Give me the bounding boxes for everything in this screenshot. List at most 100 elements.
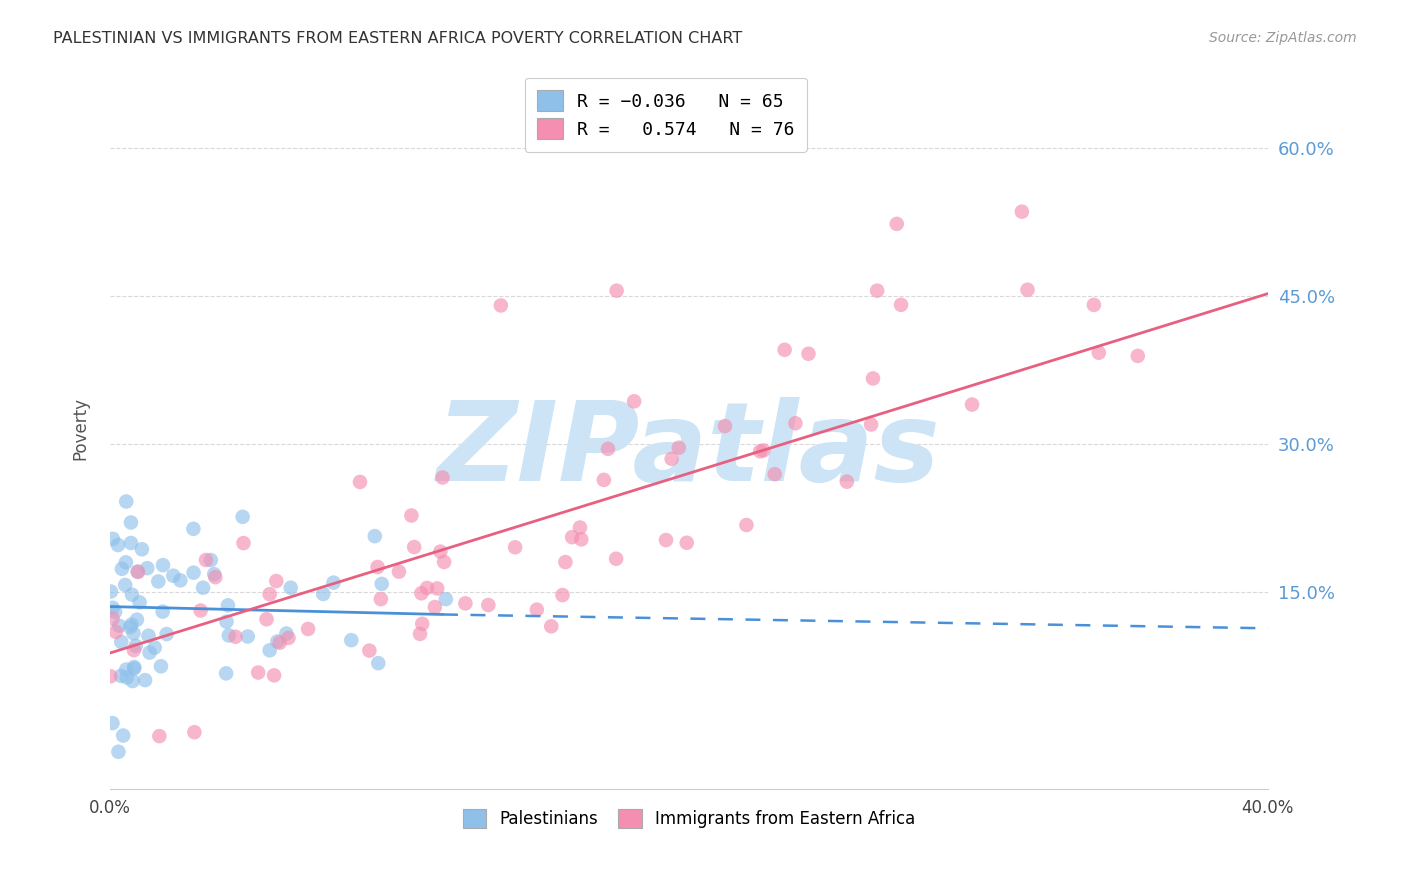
Point — [204, 570, 226, 584]
Point — [115, 494, 138, 508]
Point — [605, 551, 627, 566]
Point — [860, 417, 883, 432]
Point — [426, 582, 449, 596]
Point — [128, 595, 150, 609]
Point — [960, 398, 983, 412]
Point — [312, 587, 335, 601]
Point — [148, 729, 170, 743]
Point — [104, 605, 127, 619]
Point — [127, 565, 149, 579]
Point — [409, 627, 432, 641]
Point — [224, 630, 246, 644]
Point — [561, 530, 583, 544]
Point — [1083, 298, 1105, 312]
Point — [763, 467, 786, 482]
Point — [404, 540, 426, 554]
Point — [152, 558, 174, 573]
Point — [217, 599, 239, 613]
Point — [266, 634, 288, 648]
Point — [367, 560, 389, 574]
Point — [120, 536, 142, 550]
Point — [120, 617, 142, 632]
Point — [259, 587, 281, 601]
Point — [108, 619, 131, 633]
Point — [256, 612, 278, 626]
Point — [714, 419, 737, 434]
Point — [122, 661, 145, 675]
Point — [120, 620, 142, 634]
Point — [280, 581, 302, 595]
Point — [1011, 204, 1033, 219]
Point — [359, 643, 381, 657]
Point — [526, 602, 548, 616]
Point — [568, 520, 591, 534]
Point — [202, 567, 225, 582]
Text: ZIPatlas: ZIPatlas — [437, 397, 941, 504]
Point — [401, 508, 423, 523]
Point — [107, 538, 129, 552]
Point — [183, 522, 205, 536]
Point — [101, 716, 124, 731]
Point — [749, 444, 772, 458]
Point — [215, 615, 238, 629]
Point — [264, 574, 287, 588]
Point — [297, 622, 319, 636]
Point — [835, 475, 858, 489]
Point — [156, 627, 179, 641]
Point — [115, 663, 138, 677]
Point — [477, 598, 499, 612]
Point — [247, 665, 270, 680]
Point — [101, 612, 124, 626]
Point — [127, 565, 149, 579]
Point — [138, 646, 160, 660]
Point — [886, 217, 908, 231]
Point — [554, 555, 576, 569]
Point — [411, 586, 433, 600]
Point — [866, 284, 889, 298]
Point — [276, 626, 298, 640]
Point — [1126, 349, 1149, 363]
Point — [433, 555, 456, 569]
Text: PALESTINIAN VS IMMIGRANTS FROM EASTERN AFRICA POVERTY CORRELATION CHART: PALESTINIAN VS IMMIGRANTS FROM EASTERN A… — [53, 31, 742, 46]
Point — [623, 394, 645, 409]
Point — [606, 284, 628, 298]
Point — [218, 628, 240, 642]
Point — [269, 636, 291, 650]
Point — [232, 536, 254, 550]
Point — [340, 633, 363, 648]
Point — [263, 668, 285, 682]
Point — [423, 600, 446, 615]
Point — [100, 584, 122, 599]
Point — [194, 553, 217, 567]
Point — [322, 575, 344, 590]
Point — [503, 541, 526, 555]
Point — [148, 574, 170, 589]
Point — [569, 533, 592, 547]
Point — [125, 639, 148, 653]
Point — [432, 470, 454, 484]
Point — [364, 529, 387, 543]
Point — [111, 562, 134, 576]
Point — [411, 616, 433, 631]
Point — [136, 561, 159, 575]
Point — [121, 674, 143, 689]
Point — [110, 669, 132, 683]
Point — [112, 729, 135, 743]
Point — [183, 566, 205, 580]
Point — [454, 596, 477, 610]
Point — [489, 298, 512, 312]
Text: Source: ZipAtlas.com: Source: ZipAtlas.com — [1209, 31, 1357, 45]
Point — [752, 443, 775, 458]
Point — [370, 577, 392, 591]
Point — [592, 473, 614, 487]
Point — [100, 669, 122, 683]
Point — [215, 666, 238, 681]
Point — [110, 635, 132, 649]
Point — [259, 643, 281, 657]
Point — [735, 518, 758, 533]
Point — [862, 371, 884, 385]
Point — [367, 656, 389, 670]
Point — [370, 592, 392, 607]
Legend: Palestinians, Immigrants from Eastern Africa: Palestinians, Immigrants from Eastern Af… — [456, 803, 922, 835]
Point — [134, 673, 156, 687]
